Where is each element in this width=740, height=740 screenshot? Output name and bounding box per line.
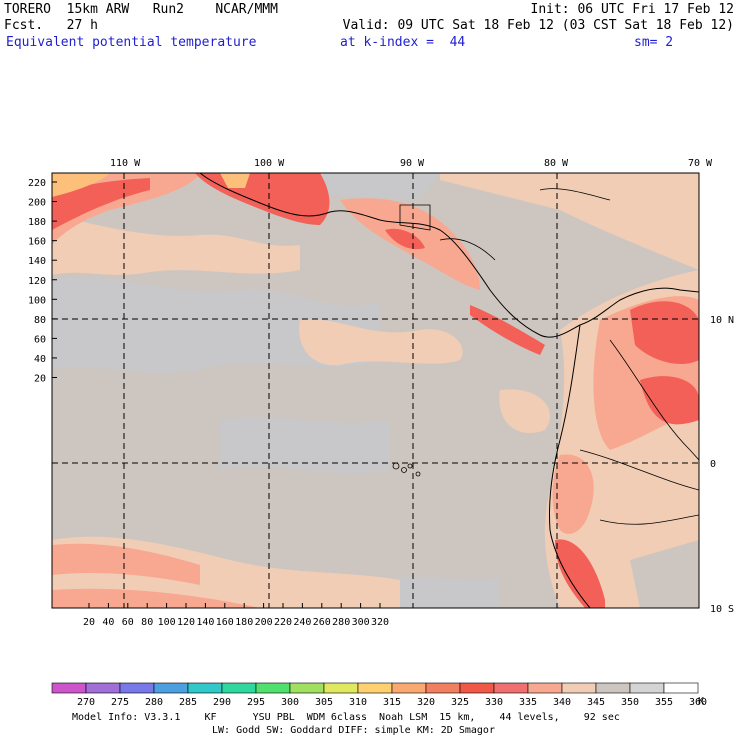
y-tick-label: 200 <box>28 198 46 209</box>
colorbar-swatch <box>153 682 189 694</box>
colorbar-swatch <box>51 682 87 694</box>
colorbar-swatch <box>119 682 155 694</box>
colorbar-swatch <box>357 682 393 694</box>
colorbar-swatch <box>425 682 461 694</box>
colorbar-level-label: 340 <box>553 697 571 708</box>
colorbar-level-label: 280 <box>145 697 163 708</box>
colorbar-level-label: 315 <box>383 697 401 708</box>
x-tick-label: 240 <box>293 617 311 628</box>
colorbar-swatch <box>595 682 631 694</box>
colorbar-level-label: 285 <box>179 697 197 708</box>
lon-label-90w: 90 W <box>400 158 425 169</box>
colorbar-swatch <box>255 682 291 694</box>
y-tick-label: 100 <box>28 295 46 306</box>
colorbar-swatch <box>187 682 223 694</box>
y-tick-label: 60 <box>34 334 46 345</box>
smoothing: sm= 2 <box>634 35 674 50</box>
x-tick-label: 320 <box>371 617 389 628</box>
colorbar-level-label: 290 <box>213 697 231 708</box>
colorbar: 270 275 280 285 290 295 300 305 310 315 320 325 330 3… <box>51 682 707 708</box>
colorbar-level-label: 305 <box>315 697 333 708</box>
valid-time: Valid: 09 UTC Sat 18 Feb 12 (03 CST Sat … <box>342 18 734 33</box>
colorbar-level-label: 300 <box>281 697 299 708</box>
x-tick-label: 100 <box>158 617 176 628</box>
colorbar-level-label: 295 <box>247 697 265 708</box>
colorbar-swatch <box>221 682 257 694</box>
colorbar-swatch <box>391 682 427 694</box>
x-tick-label: 80 <box>141 617 153 628</box>
colorbar-swatch <box>629 682 665 694</box>
x-tick-label: 220 <box>274 617 292 628</box>
colorbar-level-label: 330 <box>485 697 503 708</box>
y-tick-label: 80 <box>34 315 46 326</box>
colorbar-swatch <box>663 682 699 694</box>
colorbar-level-label: 320 <box>417 697 435 708</box>
colorbar-level-label: 310 <box>349 697 367 708</box>
colorbar-swatch <box>459 682 495 694</box>
x-tick-label: 280 <box>332 617 350 628</box>
theta-e-field <box>52 173 699 608</box>
colorbar-level-label: 350 <box>621 697 639 708</box>
colorbar-swatch <box>493 682 529 694</box>
lon-label-70w: 70 W <box>688 158 713 169</box>
graticule <box>52 173 699 608</box>
model-info: Model Info: V3.3.1 KF YSU PBL WDM 6class… <box>72 712 620 723</box>
k-index: at k-index = 44 <box>340 35 466 50</box>
colorbar-level-label: 335 <box>519 697 537 708</box>
y-tick-label: 160 <box>28 237 46 248</box>
x-tick-label: 20 <box>83 617 95 628</box>
x-tick-label: 120 <box>177 617 195 628</box>
x-tick-label: 180 <box>235 617 253 628</box>
x-tick-label: 200 <box>255 617 273 628</box>
y-tick-label: 220 <box>28 178 46 189</box>
colorbar-unit: K <box>698 696 704 707</box>
y-tick-label: 120 <box>28 276 46 287</box>
lat-label-10n: 10 N <box>710 315 734 326</box>
lon-label-80w: 80 W <box>544 158 569 169</box>
forecast-hour: Fcst. 27 h <box>4 18 98 33</box>
lat-label-10s: 10 S <box>710 604 734 615</box>
physics-info: LW: Godd SW: Goddard DIFF: simple KM: 2D… <box>212 725 495 736</box>
plot-frame <box>51 172 700 609</box>
x-tick-label: 160 <box>216 617 234 628</box>
galapagos-islands <box>392 462 421 477</box>
colorbar-level-label: 360 <box>689 697 707 708</box>
colorbar-level-label: 355 <box>655 697 673 708</box>
colorbar-swatch <box>85 682 121 694</box>
lon-label-110w: 110 W <box>110 158 141 169</box>
y-tick-label: 40 <box>34 354 46 365</box>
colorbar-level-label: 270 <box>77 697 95 708</box>
x-tick-label: 300 <box>352 617 370 628</box>
colorbar-swatch <box>323 682 359 694</box>
x-tick-label: 60 <box>122 617 134 628</box>
y-tick-label: 140 <box>28 256 46 267</box>
colorbar-level-label: 325 <box>451 697 469 708</box>
init-time: Init: 06 UTC Fri 17 Feb 12 <box>530 2 735 17</box>
lat-label-0: 0 <box>710 459 716 470</box>
run-title: TORERO 15km ARW Run2 NCAR/MMM <box>4 2 278 17</box>
y-tick-label: 180 <box>28 217 46 228</box>
colorbar-swatch <box>289 682 325 694</box>
colorbar-swatch <box>561 682 597 694</box>
x-tick-label: 140 <box>196 617 214 628</box>
colorbar-level-label: 275 <box>111 697 129 708</box>
x-tick-label: 260 <box>313 617 331 628</box>
colorbar-swatch <box>527 682 563 694</box>
colorbar-level-label: 345 <box>587 697 605 708</box>
field-name: Equivalent potential temperature <box>6 35 257 50</box>
lon-label-100w: 100 W <box>254 158 285 169</box>
x-tick-label: 40 <box>102 617 114 628</box>
y-tick-label: 20 <box>34 374 46 385</box>
